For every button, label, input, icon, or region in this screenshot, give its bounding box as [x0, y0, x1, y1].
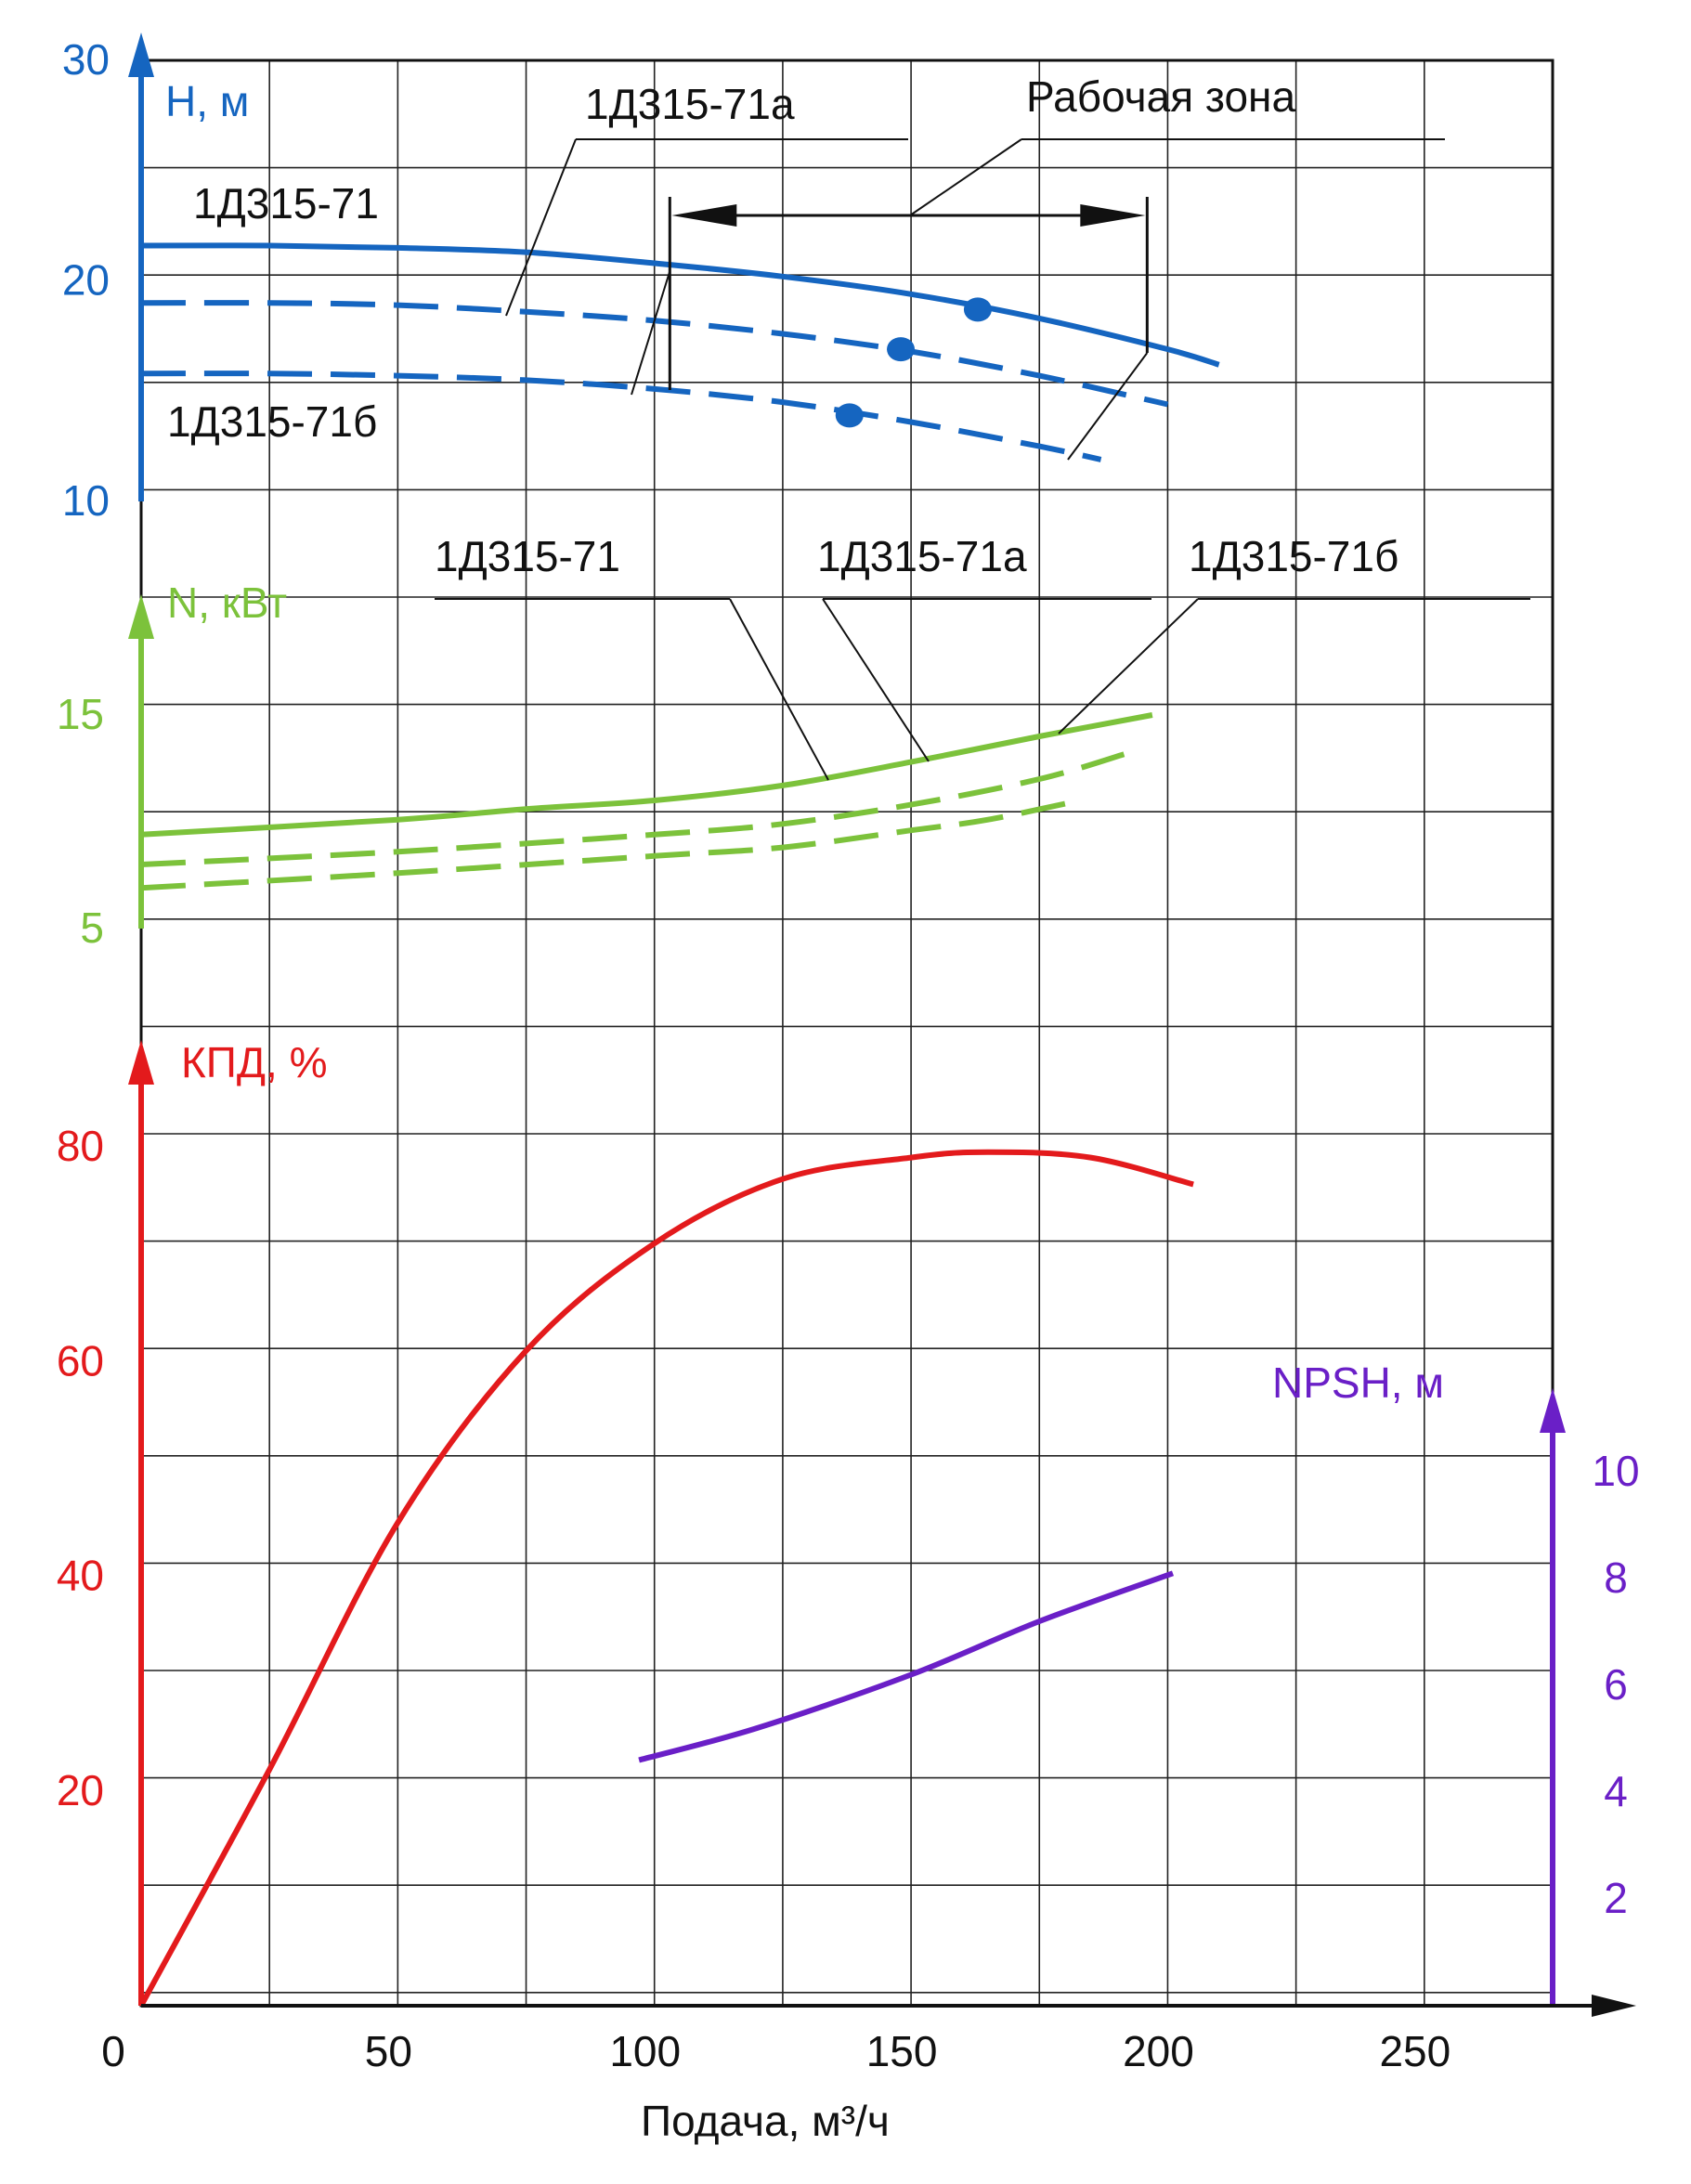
- work-zone-label: Рабочая зона: [1026, 72, 1295, 121]
- power-series-line-1: [140, 750, 1128, 867]
- npsh-axis-arrow: [1540, 1388, 1566, 1433]
- head-point-marker-1: [887, 337, 916, 362]
- head-axis-arrow: [128, 32, 154, 77]
- head-point-marker-2: [835, 403, 864, 428]
- power-axis-arrow: [128, 594, 154, 639]
- power-tick-label: 15: [57, 690, 104, 738]
- leader-71a-power: [822, 598, 930, 762]
- leader-71b-end: [1067, 352, 1149, 461]
- power-axis-title: N, кВт: [167, 578, 287, 627]
- chart-curves: [138, 242, 1220, 2008]
- npsh-tick-label: 8: [1604, 1554, 1628, 1602]
- head-tick-label: 10: [62, 476, 110, 525]
- power-series-line-2: [140, 798, 1082, 891]
- head-tick-label: 20: [62, 256, 110, 305]
- efficiency-tick-label: 20: [57, 1766, 104, 1814]
- head-series-line-2: [140, 370, 1102, 462]
- power-label-71a: 1Д315-71а: [817, 532, 1027, 580]
- leader-71-power: [729, 598, 829, 781]
- efficiency-tick-label: 60: [57, 1336, 104, 1384]
- head-label-71a: 1Д315-71а: [585, 80, 795, 128]
- head-label-71: 1Д315-71: [193, 179, 379, 228]
- npsh-tick-label: 4: [1604, 1767, 1628, 1815]
- power-label-71b: 1Д315-71б: [1189, 532, 1398, 580]
- x-tick-label: 100: [609, 2027, 681, 2075]
- work-zone-left-arrow: [671, 204, 737, 227]
- power-series-line-0: [140, 712, 1153, 838]
- x-tick-label: 0: [101, 2027, 125, 2075]
- leader-71b-power: [1058, 598, 1199, 734]
- head-axis-title: H, м: [165, 77, 249, 125]
- label-leaders: [435, 138, 1530, 781]
- head-point-marker-0: [963, 297, 992, 322]
- x-axis-arrow: [1592, 1995, 1636, 2017]
- plot-frame: [139, 58, 1554, 2008]
- npsh-tick-label: 2: [1604, 1874, 1628, 1922]
- efficiency-axis-title: КПД, %: [181, 1038, 327, 1086]
- x-tick-label: 200: [1123, 2027, 1194, 2075]
- efficiency-axis-arrow: [128, 1040, 154, 1085]
- chart-grid: [139, 58, 1554, 2008]
- leader-71a: [505, 138, 577, 317]
- x-tick-label: 250: [1379, 2027, 1450, 2075]
- power-label-71: 1Д315-71: [435, 532, 620, 580]
- head-label-71b: 1Д315-71б: [167, 397, 377, 446]
- efficiency-tick-label: 40: [57, 1552, 104, 1600]
- leader-71b: [631, 270, 671, 396]
- npsh-tick-label: 6: [1604, 1660, 1628, 1709]
- head-series-line-0: [140, 242, 1220, 368]
- leader-work-zone: [909, 138, 1022, 216]
- x-tick-label: 50: [365, 2027, 412, 2075]
- npsh-tick-label: 10: [1592, 1447, 1639, 1495]
- npsh-series-line-0: [638, 1570, 1175, 1763]
- chart-axes: 0 50 100 150 200 250 10 20 30 5 15 20 40 60 80 2 4 6 8 10: [57, 32, 1640, 2075]
- power-tick-label: 5: [80, 904, 104, 952]
- x-tick-label: 150: [866, 2027, 938, 2075]
- work-zone-right-arrow: [1080, 204, 1146, 227]
- efficiency-series-line-0: [138, 1149, 1194, 2008]
- x-axis-title: Подача, м³/ч: [641, 2097, 890, 2145]
- work-zone-marker: [631, 197, 1149, 461]
- npsh-axis-title: NPSH, м: [1272, 1358, 1444, 1407]
- efficiency-tick-label: 80: [57, 1122, 104, 1170]
- head-tick-label: 30: [62, 35, 110, 84]
